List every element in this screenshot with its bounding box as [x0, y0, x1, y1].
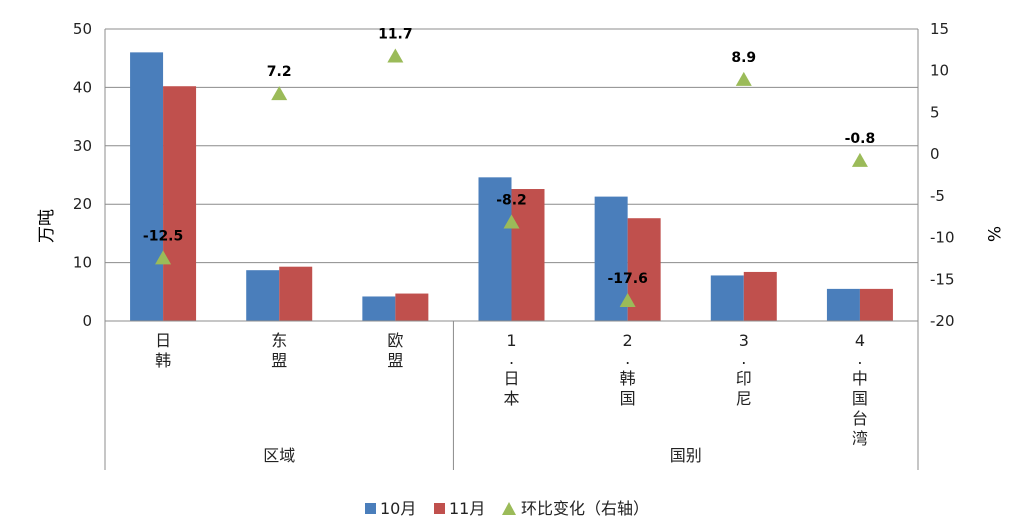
- bar-nov: [511, 189, 545, 321]
- category-label: 4 .中国台湾: [852, 331, 868, 448]
- legend-label-change: 环比变化（右轴）: [521, 499, 649, 518]
- bar-oct: [362, 296, 396, 321]
- bar-oct: [130, 52, 164, 322]
- left-axis-ticks: 0 10 20 30 40 50: [73, 20, 92, 330]
- y2-tick-label: 5: [930, 103, 940, 121]
- category-label: 日韩: [155, 331, 171, 370]
- change-marker: [735, 71, 752, 86]
- change-data-label: -8.2: [496, 193, 527, 209]
- legend-label-nov: 11月: [449, 499, 485, 518]
- legend-swatch-oct: [365, 503, 376, 514]
- change-data-label: 7.2: [267, 64, 292, 80]
- group-label: 区域: [263, 446, 295, 465]
- category-label: 2 .韩国: [620, 331, 636, 408]
- legend: 10月 11月 环比变化（右轴）: [365, 499, 649, 518]
- change-data-label: -12.5: [143, 228, 183, 244]
- change-marker: [271, 86, 288, 101]
- y-tick-label: 0: [82, 312, 92, 330]
- change-data-label: 8.9: [731, 50, 756, 66]
- bar-oct: [826, 288, 860, 321]
- y-tick-label: 10: [73, 254, 92, 272]
- y2-tick-label: -10: [930, 229, 955, 247]
- change-markers: [155, 48, 868, 307]
- data-labels: -12.5 7.2 11.7 -8.2 -17.6 8.9 -0.8: [143, 27, 875, 287]
- y2-axis-title: %: [983, 226, 1003, 242]
- category-label: 欧盟: [387, 331, 403, 370]
- y-tick-label: 20: [73, 195, 92, 213]
- y-axis-title: 万吨: [37, 209, 57, 243]
- change-marker: [155, 250, 172, 265]
- y-tick-label: 40: [73, 78, 92, 96]
- bar-nov: [279, 266, 313, 321]
- y2-tick-label: -20: [930, 312, 955, 330]
- group-label: 国别: [670, 446, 702, 465]
- change-marker: [851, 152, 868, 167]
- category-label: 1 .日本: [503, 331, 519, 408]
- change-data-label: 11.7: [378, 27, 413, 43]
- group-labels: 区域 国别: [263, 446, 702, 465]
- change-marker: [387, 48, 404, 63]
- bar-oct: [478, 177, 512, 321]
- bar-nov: [163, 86, 197, 322]
- legend-swatch-nov: [434, 503, 445, 514]
- legend-marker-change: [502, 502, 516, 515]
- bar-nov: [859, 288, 893, 321]
- category-labels: 日韩 东盟 欧盟 1 .日本 2 .韩国 3 .印尼 4 .中国台湾: [155, 331, 868, 448]
- category-label: 东盟: [271, 331, 287, 370]
- bar-nov: [395, 293, 429, 321]
- right-axis-ticks: -20 -15 -10 -5 0 5 10 15: [930, 20, 955, 330]
- change-data-label: -17.6: [607, 271, 647, 287]
- y-tick-label: 50: [73, 20, 92, 38]
- y2-tick-label: 15: [930, 20, 949, 38]
- change-marker: [503, 214, 520, 229]
- change-marker: [619, 292, 636, 307]
- y2-tick-label: -15: [930, 270, 955, 288]
- bar-oct: [246, 270, 280, 321]
- change-data-label: -0.8: [845, 131, 876, 147]
- y-tick-label: 30: [73, 137, 92, 155]
- bar-oct: [594, 196, 628, 321]
- y2-tick-label: 0: [930, 145, 940, 163]
- gridlines: [105, 28, 918, 264]
- bars: [130, 52, 893, 322]
- bar-oct: [710, 275, 744, 321]
- category-label: 3 .印尼: [736, 331, 752, 408]
- axes: [104, 29, 919, 470]
- y2-tick-label: -5: [930, 187, 945, 205]
- y2-tick-label: 10: [930, 62, 949, 80]
- bar-nov: [743, 271, 777, 321]
- legend-label-oct: 10月: [380, 499, 416, 518]
